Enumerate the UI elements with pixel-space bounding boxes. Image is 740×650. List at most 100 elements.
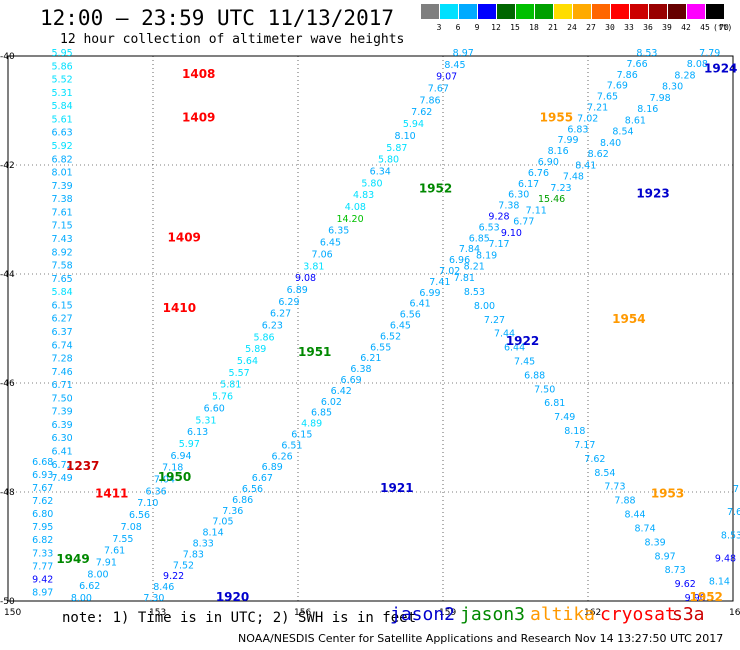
swh-value: 7.18 <box>162 463 183 474</box>
swh-value: 7.52 <box>173 560 194 571</box>
swh-value: 6.21 <box>360 353 381 364</box>
swh-value: 7.06 <box>312 249 333 260</box>
swh-value: 5.64 <box>237 356 258 367</box>
pass-time-label: 1411 <box>95 486 128 500</box>
swh-value: 8.08 <box>687 59 708 70</box>
swh-value: 6.68 <box>32 457 53 468</box>
swh-value: 8.00 <box>87 569 108 580</box>
swh-value: 6.51 <box>281 440 302 451</box>
color-scale-label: 42 <box>681 23 691 32</box>
swh-value: 7.08 <box>121 522 142 533</box>
swh-value: 4.83 <box>353 190 374 201</box>
y-tick-label: -50 <box>0 597 15 607</box>
swh-value: 6.71 <box>52 380 73 391</box>
pass-time-label: 1953 <box>651 486 684 500</box>
swh-value: 8.97 <box>453 48 474 59</box>
gridlines <box>8 56 733 601</box>
color-scale-label: 45 <box>700 23 710 32</box>
swh-value: 8.41 <box>575 160 596 171</box>
pass-time-label: 1237 <box>66 459 99 473</box>
swh-value: 5.84 <box>52 101 73 112</box>
legend-jason3: jason3 <box>460 604 526 625</box>
color-scale-unit: (ft) <box>713 23 733 32</box>
swh-value: 8.14 <box>709 577 730 588</box>
swh-value: 8.53 <box>721 530 740 541</box>
swh-value: 5.76 <box>212 392 233 403</box>
swh-value: 8.62 <box>588 149 609 160</box>
swh-value: 7.17 <box>488 239 509 250</box>
swh-value: 7.46 <box>52 367 73 378</box>
swh-value: 7.15 <box>52 221 73 232</box>
color-scale-swatch <box>554 4 572 19</box>
swh-value: 6.89 <box>287 285 308 296</box>
swh-value: 7.49 <box>554 412 575 423</box>
swh-value: 15.46 <box>538 194 565 205</box>
swh-value: 7.28 <box>52 354 73 365</box>
swh-value: 5.61 <box>52 114 73 125</box>
swh-value: 8.28 <box>674 70 695 81</box>
color-scale-swatch <box>478 4 496 19</box>
color-scale-label: 39 <box>662 23 672 32</box>
swh-value: 7.23 <box>550 183 571 194</box>
color-scale-label: 36 <box>643 23 653 32</box>
swh-value: 7.50 <box>52 393 73 404</box>
swh-value: 8.18 <box>564 426 585 437</box>
swh-value: 5.52 <box>52 75 73 86</box>
color-scale-swatch <box>630 4 648 19</box>
swh-value: 7.55 <box>112 534 133 545</box>
x-tick-label: 150 <box>4 608 21 618</box>
swh-value: 6.52 <box>380 331 401 342</box>
swh-value: 6.26 <box>272 451 293 462</box>
swh-value: 7.99 <box>557 135 578 146</box>
swh-value: 5.84 <box>52 287 73 298</box>
color-scale-label: 30 <box>605 23 615 32</box>
swh-value: 8.97 <box>655 551 676 562</box>
swh-value: 5.95 <box>52 48 73 59</box>
swh-value: 8.46 <box>153 582 174 593</box>
swh-value: 6.56 <box>242 484 263 495</box>
swh-value: 6.41 <box>410 299 431 310</box>
swh-value: 6.29 <box>278 297 299 308</box>
swh-value: 8.16 <box>637 104 658 115</box>
color-scale-swatch <box>649 4 667 19</box>
swh-value: 6.85 <box>311 408 332 419</box>
swh-value: 7.38 <box>498 201 519 212</box>
pass-time-label: 1954 <box>612 312 645 326</box>
swh-value: 7.88 <box>614 496 635 507</box>
axis-ticks: 150153156159162165-40-42-44-46-48-50 <box>0 52 740 618</box>
footnote: note: 1) Time is in UTC; 2) SWH is in fe… <box>62 610 417 626</box>
swh-value: 9.22 <box>163 571 184 582</box>
pass-time-label: 1410 <box>163 301 196 315</box>
swh-value: 8.16 <box>548 146 569 157</box>
pass-time-label: 1951 <box>298 345 331 359</box>
swh-value: 6.23 <box>262 321 283 332</box>
swh-value: 7.50 <box>534 384 555 395</box>
pass-time-label: 1920 <box>216 590 249 604</box>
color-scale-swatch <box>459 4 477 19</box>
swh-value: 6.41 <box>52 447 73 458</box>
legend-jason2: jason2 <box>390 604 456 625</box>
color-scale-swatch <box>687 4 705 19</box>
swh-value: 7.04 <box>154 475 175 486</box>
color-scale-swatch <box>706 4 724 19</box>
swh-value: 6.77 <box>513 217 534 228</box>
swh-value: 9.07 <box>436 72 457 83</box>
swh-value: 6.85 <box>469 233 490 244</box>
swh-value: 6.30 <box>52 433 73 444</box>
color-scale-label: 12 <box>491 23 501 32</box>
swh-value: 6.82 <box>52 154 73 165</box>
swh-value: 7.61 <box>727 507 740 518</box>
swh-value: 5.57 <box>229 368 250 379</box>
y-tick-label: -46 <box>0 379 15 389</box>
swh-value: 8.45 <box>444 60 465 71</box>
color-scale-label: 33 <box>624 23 634 32</box>
color-scale-label: 27 <box>586 23 596 32</box>
swh-value: 7.79 <box>699 48 720 59</box>
swh-value: 8.00 <box>474 301 495 312</box>
swh-value: 5.89 <box>245 344 266 355</box>
swh-value: 6.72 <box>52 460 73 471</box>
swh-value: 3.81 <box>303 261 324 272</box>
swh-value: 8.44 <box>624 510 645 521</box>
swh-value: 5.94 <box>403 119 424 130</box>
pass-time-label: 1923 <box>636 187 669 201</box>
